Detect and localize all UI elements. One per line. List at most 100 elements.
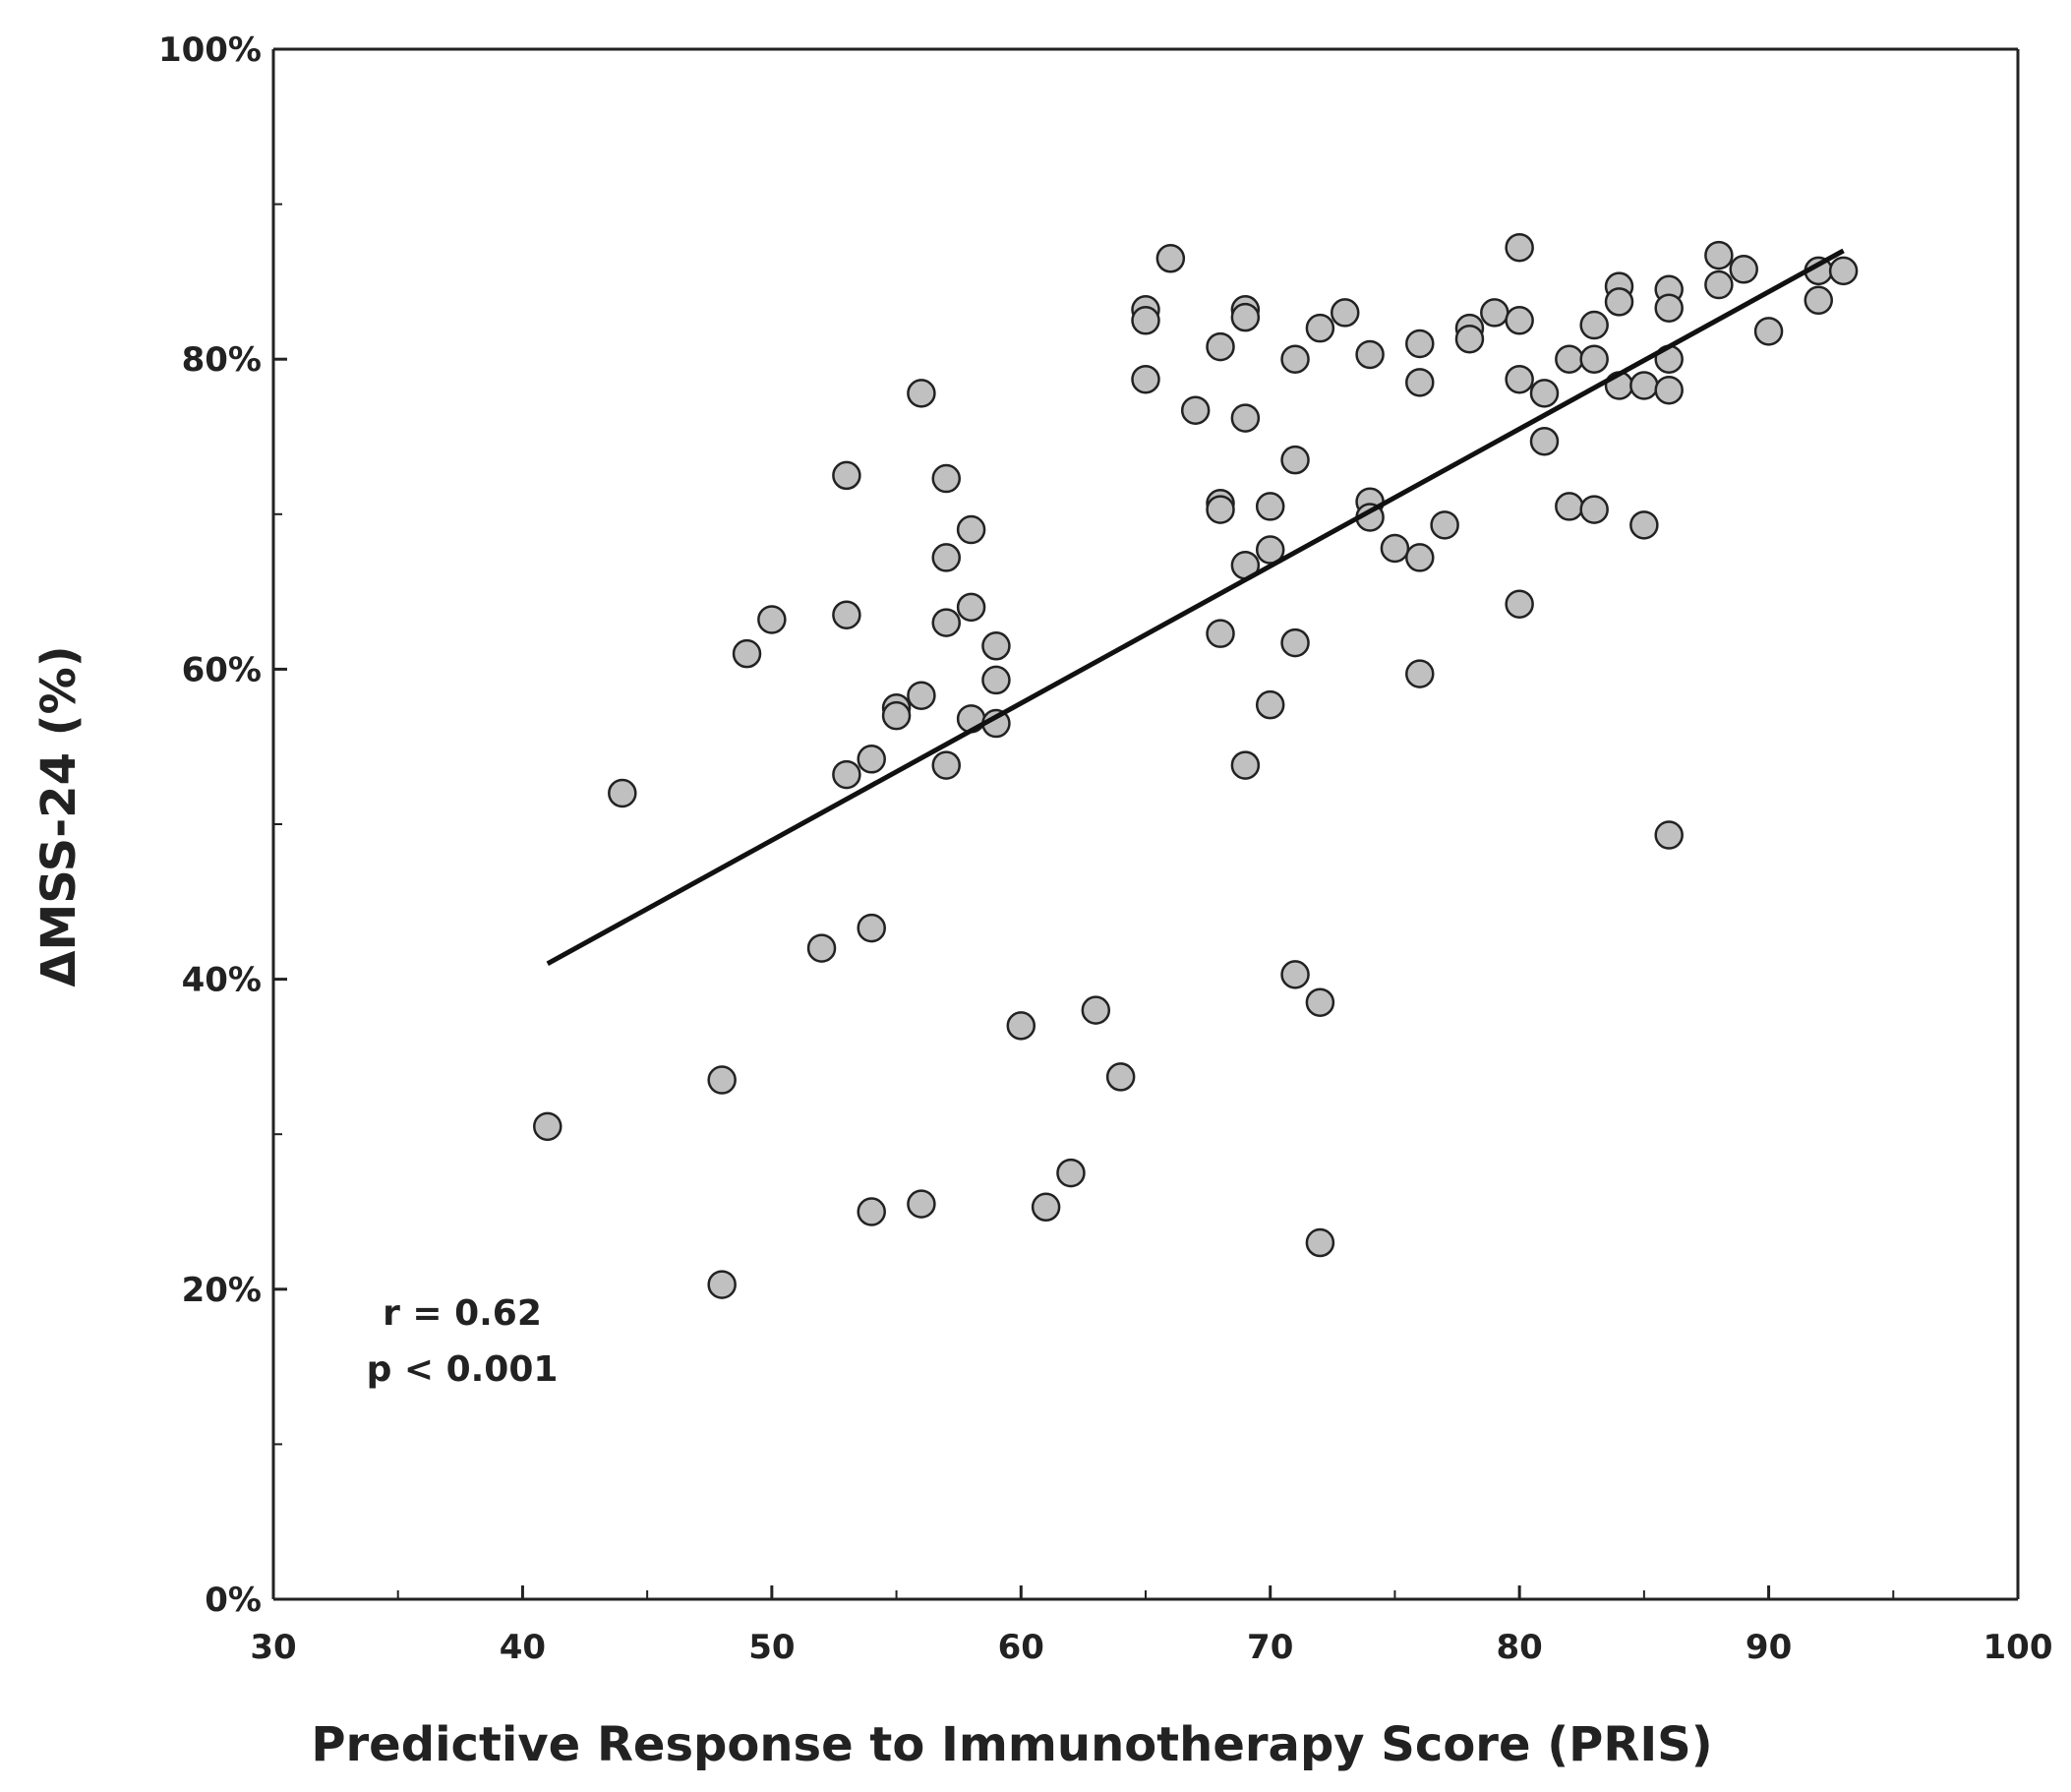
data-point <box>1629 510 1659 540</box>
data-point <box>1155 244 1186 273</box>
y-tick-label: 80% <box>182 340 262 380</box>
data-point <box>1579 310 1609 340</box>
x-tick-label: 50 <box>748 1628 795 1667</box>
data-point <box>1654 820 1684 850</box>
data-point <box>1031 1192 1061 1223</box>
data-point <box>1206 619 1235 648</box>
data-point <box>1454 324 1485 354</box>
data-point <box>1729 255 1758 284</box>
data-point <box>832 460 861 491</box>
data-point <box>1579 344 1609 374</box>
data-point <box>1305 313 1335 343</box>
data-point <box>1230 302 1261 332</box>
data-point <box>832 600 861 629</box>
data-point <box>1704 269 1734 300</box>
data-point <box>1555 492 1584 521</box>
data-point <box>1405 368 1435 397</box>
data-point <box>907 681 936 710</box>
y-tick-label: 40% <box>182 961 262 1000</box>
axes: 0% 20% 40% 60% 80% 100% 30 40 50 60 70 80 90 100 <box>158 30 2053 1667</box>
data-point <box>1206 495 1235 524</box>
x-tick-label: 40 <box>500 1628 546 1667</box>
y-tick-label: 20% <box>182 1271 262 1310</box>
data-point <box>1405 329 1435 359</box>
data-point <box>1654 293 1684 323</box>
data-point <box>1255 535 1285 565</box>
x-tick-label: 80 <box>1496 1628 1542 1667</box>
data-point <box>1704 240 1734 270</box>
data-point <box>1105 1062 1136 1092</box>
data-point <box>857 745 886 774</box>
data-point <box>956 592 986 623</box>
data-point <box>707 1270 737 1299</box>
data-point <box>1505 589 1534 619</box>
data-point <box>1405 659 1435 688</box>
data-point <box>956 514 986 545</box>
data-point <box>707 1065 737 1095</box>
data-point <box>608 778 637 808</box>
data-points <box>533 232 1859 1299</box>
data-point <box>1305 1227 1335 1258</box>
data-point <box>1230 403 1261 433</box>
data-point <box>1505 306 1534 335</box>
data-point <box>1604 287 1634 317</box>
data-point <box>1380 533 1410 564</box>
x-axis-title: Predictive Response to Immunotherapy Sco… <box>311 1717 1712 1772</box>
data-point <box>1405 543 1435 572</box>
data-point <box>857 1197 886 1226</box>
data-point <box>907 1189 936 1219</box>
data-point <box>533 1111 562 1142</box>
data-point <box>857 913 886 943</box>
data-point <box>1629 371 1659 400</box>
data-point <box>1654 375 1684 405</box>
data-point <box>1056 1158 1086 1188</box>
trendline-group <box>546 248 1845 967</box>
data-point <box>1305 987 1335 1017</box>
y-tick-label: 0% <box>205 1581 262 1620</box>
data-point <box>931 463 962 494</box>
data-point <box>1828 256 1859 286</box>
data-point <box>1355 339 1385 370</box>
data-point <box>931 750 962 780</box>
data-point <box>1131 364 1160 394</box>
data-point <box>1280 627 1310 658</box>
data-point <box>981 631 1011 661</box>
x-tick-label: 70 <box>1247 1628 1293 1667</box>
data-point <box>931 543 962 572</box>
data-point <box>1555 344 1584 374</box>
data-point <box>1206 331 1235 362</box>
data-point <box>981 665 1011 695</box>
data-point <box>1480 298 1509 328</box>
x-tick-label: 100 <box>1983 1628 2053 1667</box>
data-point <box>1006 1011 1036 1041</box>
data-point <box>931 608 962 637</box>
data-point <box>1753 317 1784 346</box>
stat-p: p < 0.001 <box>367 1349 559 1390</box>
data-point <box>1280 445 1310 475</box>
data-point <box>1804 285 1834 316</box>
x-tick-label: 60 <box>998 1628 1044 1667</box>
data-point <box>757 605 787 634</box>
data-point <box>1330 298 1360 328</box>
data-point <box>732 638 762 669</box>
data-point <box>1280 960 1310 989</box>
data-point <box>907 379 936 408</box>
y-tick-label: 60% <box>182 650 262 689</box>
data-point <box>881 700 912 731</box>
data-point <box>1255 492 1285 521</box>
data-point <box>1255 689 1285 720</box>
data-point <box>1430 510 1459 540</box>
data-point <box>832 759 861 790</box>
data-point <box>806 933 837 963</box>
data-point <box>1529 379 1560 408</box>
data-point <box>1081 995 1111 1025</box>
x-tick-label: 30 <box>250 1628 296 1667</box>
data-point <box>1230 750 1261 780</box>
data-point <box>1505 232 1534 263</box>
data-point <box>1131 306 1160 335</box>
data-point <box>1280 344 1310 374</box>
data-point <box>1505 364 1534 394</box>
y-axis-title: ΔMSS-24 (%) <box>31 645 87 986</box>
data-point <box>1579 495 1609 524</box>
